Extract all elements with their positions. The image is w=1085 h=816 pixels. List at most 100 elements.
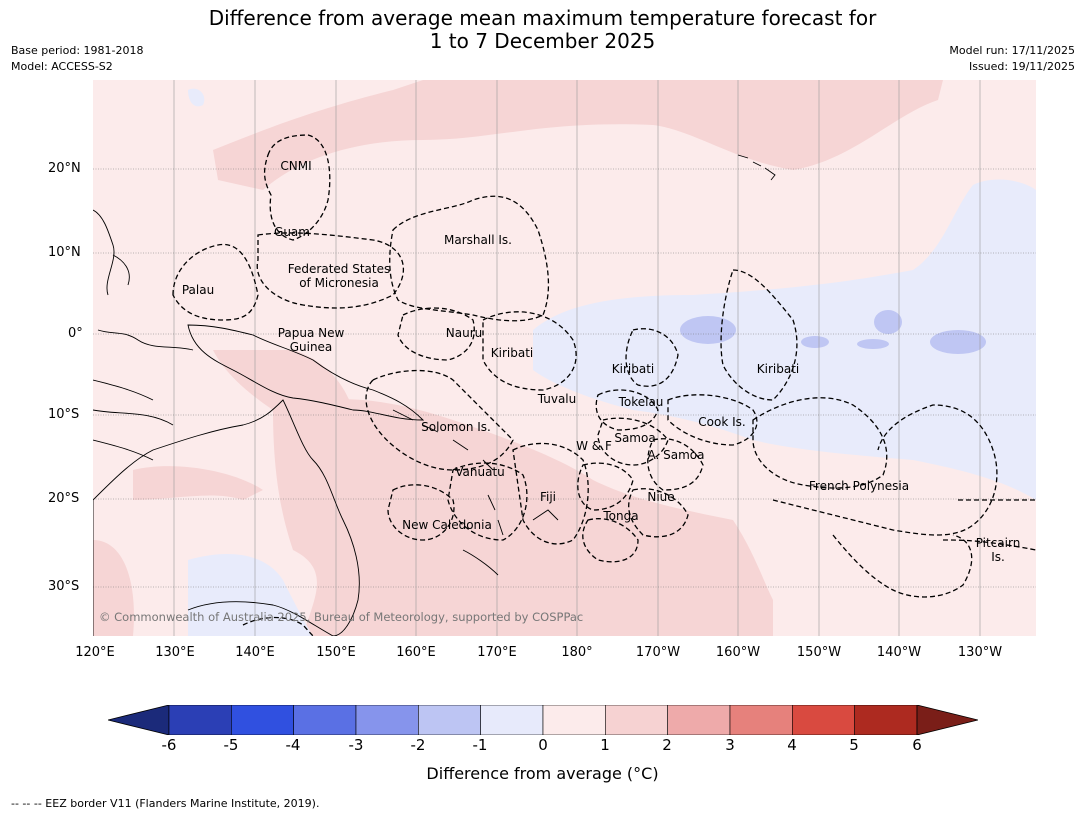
label-fsm: Federated States of Micronesia [288, 262, 390, 290]
lon-label: 170°E [477, 645, 517, 660]
title-line-1: Difference from average mean maximum tem… [208, 6, 877, 30]
label-tonga: Tonga [603, 509, 639, 523]
lat-label: 20°N [48, 161, 81, 176]
issued-date: Issued: 19/11/2025 [968, 60, 1075, 73]
colorbar-segment [418, 705, 481, 735]
lon-label: 180° [561, 645, 593, 660]
label-png-line1: Papua New [277, 326, 345, 340]
cool-patch-1 [680, 316, 736, 344]
label-fsm-line2: of Micronesia [299, 276, 379, 290]
label-palau: Palau [181, 283, 215, 297]
colorbar-segment [854, 705, 918, 735]
colorbar-tick: 6 [912, 736, 922, 754]
colorbar-tick: -6 [161, 736, 177, 754]
copyright-text: © Commonwealth of Australia 2025, Bureau… [99, 610, 584, 624]
label-vanuatu: Vanuatu [455, 465, 505, 479]
colorbar-tick: 1 [600, 736, 610, 754]
lon-label: 130°E [155, 645, 195, 660]
label-solomon: Solomon Is. [421, 420, 491, 434]
colorbar [108, 705, 978, 735]
lon-label: 170°W [635, 645, 681, 660]
east-cool-region [533, 179, 1036, 501]
model-run: Model run: 17/11/2025 [949, 44, 1075, 57]
colorbar-tick: 2 [662, 736, 672, 754]
label-guam: Guam [274, 225, 310, 239]
meta-left: Base period: 1981-2018 Model: ACCESS-S2 [11, 43, 143, 75]
title-line-2: 1 to 7 December 2025 [429, 29, 656, 53]
label-marshall: Marshall Is. [444, 233, 512, 247]
north-warm-band [213, 80, 943, 190]
label-new-caledonia: New Caledonia [402, 518, 492, 532]
base-period: Base period: 1981-2018 [11, 44, 144, 57]
png-warm [213, 350, 353, 410]
cool-patch-5 [857, 339, 889, 349]
coastlines [93, 154, 776, 636]
map-title: Difference from average mean maximum tem… [0, 7, 1085, 53]
colorbar-segment [667, 705, 731, 735]
cool-patch-4 [801, 336, 829, 348]
meta-right: Model run: 17/11/2025 Issued: 19/11/2025 [949, 43, 1075, 75]
lon-label: 150°W [796, 645, 842, 660]
colorbar-tick: 5 [849, 736, 859, 754]
lon-label: 120°E [75, 645, 115, 660]
label-tokelau: Tokelau [618, 395, 664, 409]
colorbar-segment [480, 705, 544, 735]
colorbar-segment [231, 705, 294, 735]
colorbar-tick: -5 [223, 736, 239, 754]
lat-label: 20°S [48, 491, 80, 506]
colorbar-label: Difference from average (°C) [426, 764, 659, 783]
label-french-polynesia: French Polynesia [808, 479, 910, 493]
footer-note: -- -- -- EEZ border V11 (Flanders Marine… [11, 797, 320, 810]
lon-label: 130°W [957, 645, 1003, 660]
lat-label: 0° [68, 326, 83, 341]
label-pitcairn-line1: Pitcairn [975, 536, 1021, 550]
colorbar-tick: -1 [472, 736, 488, 754]
colorbar-tick: 3 [725, 736, 735, 754]
map-svg [93, 80, 1036, 636]
lon-label: 160°E [396, 645, 436, 660]
label-tuvalu: Tuvalu [537, 392, 577, 406]
model-name: Model: ACCESS-S2 [11, 60, 113, 73]
colorbar-segment [293, 705, 357, 735]
colorbar-tick: -3 [348, 736, 364, 754]
lat-label: 30°S [48, 579, 80, 594]
colorbar-segments [168, 705, 918, 735]
label-fiji: Fiji [539, 490, 557, 504]
colorbar-tick: 0 [538, 736, 548, 754]
eez-borders [172, 134, 1036, 636]
lat-label: 10°N [48, 245, 81, 260]
colorbar-tick: -2 [410, 736, 426, 754]
colorbar-segment [605, 705, 668, 735]
label-pitcairn: Pitcairn Is. [976, 536, 1021, 564]
label-kiribati-west: Kiribati [490, 346, 534, 360]
colorbar-tick: 4 [787, 736, 797, 754]
lon-label: 140°E [235, 645, 275, 660]
label-samoa: Samoa [614, 431, 656, 445]
coral-sea-warm [133, 466, 263, 500]
map-area: © Commonwealth of Australia 2025, Bureau… [93, 80, 1036, 636]
lon-label: 150°E [316, 645, 356, 660]
colorbar-segment [542, 705, 606, 735]
label-fsm-line1: Federated States [287, 262, 391, 276]
lat-gridlines [93, 168, 1036, 588]
label-nauru: Nauru [445, 326, 483, 340]
north-cool-spot [188, 88, 205, 107]
colorbar-low-extend [108, 705, 170, 735]
label-cnmi: CNMI [280, 159, 312, 173]
colorbar-segment [355, 705, 419, 735]
label-kiribati-east: Kiribati [756, 362, 800, 376]
southwest-cool [188, 554, 313, 636]
lon-label: 140°W [876, 645, 922, 660]
label-png-line2: Guinea [289, 340, 333, 354]
cool-patch-3 [930, 330, 986, 354]
label-png: Papua New Guinea [278, 326, 345, 354]
label-cook: Cook Is. [698, 415, 746, 429]
label-wf: W & F [576, 439, 612, 453]
cool-patch-2 [874, 310, 902, 334]
lat-label: 10°S [48, 407, 80, 422]
colorbar-tick: -4 [285, 736, 301, 754]
colorbar-segment [792, 705, 855, 735]
lon-label: 160°W [715, 645, 761, 660]
label-niue: Niue [647, 490, 675, 504]
